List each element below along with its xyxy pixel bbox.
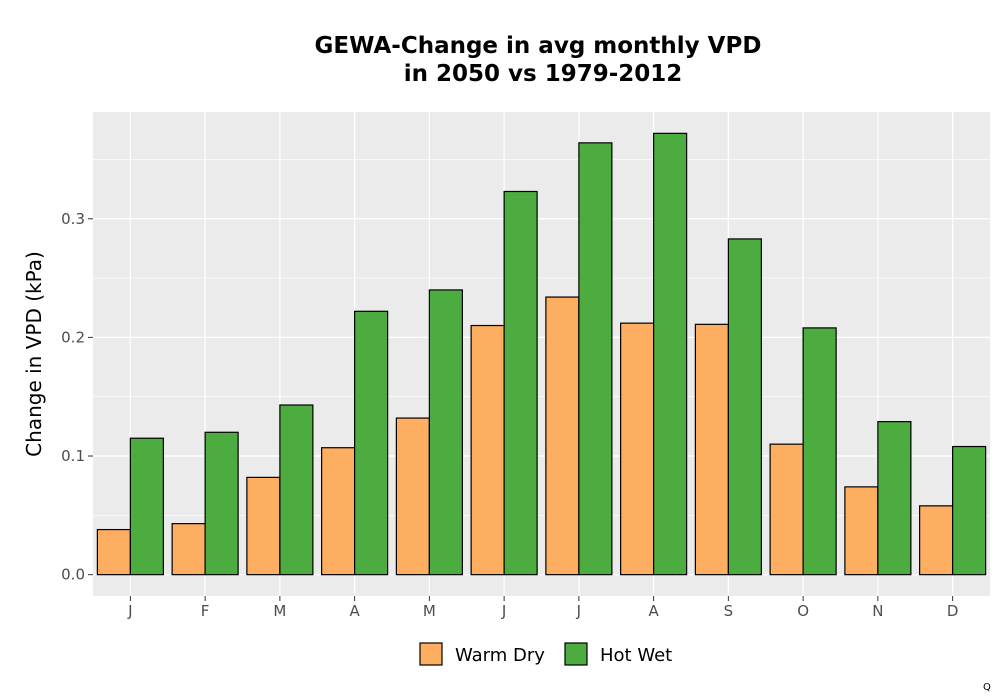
legend-label: Warm Dry bbox=[455, 645, 545, 666]
bar-hot-wet bbox=[952, 445, 987, 576]
bar-hot-wet bbox=[279, 404, 314, 576]
bar-hot-wet bbox=[802, 327, 837, 576]
chart-title-line-2: in 2050 vs 1979-2012 bbox=[404, 61, 683, 87]
x-tick-label: A bbox=[349, 602, 360, 620]
y-tick-label: 0.3 bbox=[61, 210, 85, 228]
x-tick-label: J bbox=[501, 602, 506, 620]
corner-mark: Q bbox=[983, 682, 991, 693]
y-axis-title: Change in VPD (kPa) bbox=[22, 251, 46, 457]
x-tick-label: M bbox=[423, 602, 436, 620]
x-tick-label: D bbox=[947, 602, 959, 620]
bar-warm-dry bbox=[321, 447, 356, 576]
legend-label: Hot Wet bbox=[600, 645, 672, 666]
y-tick-label: 0.2 bbox=[61, 328, 85, 346]
bar-hot-wet bbox=[204, 431, 239, 576]
bar-warm-dry bbox=[470, 324, 505, 576]
bar-warm-dry bbox=[96, 528, 131, 576]
x-tick-label: F bbox=[201, 602, 210, 620]
x-tick-label: A bbox=[648, 602, 659, 620]
bar-hot-wet bbox=[129, 437, 164, 576]
legend: Warm Dry Hot Wet bbox=[419, 642, 672, 666]
x-tick-label: O bbox=[797, 602, 809, 620]
bar-warm-dry bbox=[620, 322, 655, 576]
bar-warm-dry bbox=[769, 443, 804, 576]
x-tick-label: M bbox=[273, 602, 286, 620]
y-tick-label: 0.0 bbox=[61, 566, 85, 584]
bar-hot-wet bbox=[503, 190, 538, 576]
bar-hot-wet bbox=[428, 289, 463, 576]
legend-swatch bbox=[564, 642, 588, 666]
bar-warm-dry bbox=[844, 486, 879, 576]
x-tick-label: N bbox=[872, 602, 883, 620]
x-tick-label: J bbox=[127, 602, 132, 620]
bars bbox=[96, 132, 987, 576]
y-tick-label: 0.1 bbox=[61, 447, 85, 465]
chart-title-line-1: GEWA-Change in avg monthly VPD bbox=[315, 33, 762, 59]
x-tick-label: J bbox=[576, 602, 581, 620]
bar-warm-dry bbox=[545, 296, 580, 576]
legend-swatch bbox=[419, 642, 443, 666]
bar-warm-dry bbox=[919, 505, 954, 576]
bar-hot-wet bbox=[877, 421, 912, 576]
bar-hot-wet bbox=[578, 142, 613, 576]
y-axis: 0.0 0.1 0.2 0.3 bbox=[61, 210, 93, 584]
bar-hot-wet bbox=[354, 310, 389, 576]
bar-warm-dry bbox=[694, 323, 729, 576]
bar-warm-dry bbox=[395, 417, 430, 576]
bar-warm-dry bbox=[246, 476, 281, 576]
bar-hot-wet bbox=[727, 238, 762, 576]
bar-warm-dry bbox=[171, 523, 206, 576]
x-tick-label: S bbox=[724, 602, 734, 620]
bar-hot-wet bbox=[653, 132, 688, 576]
